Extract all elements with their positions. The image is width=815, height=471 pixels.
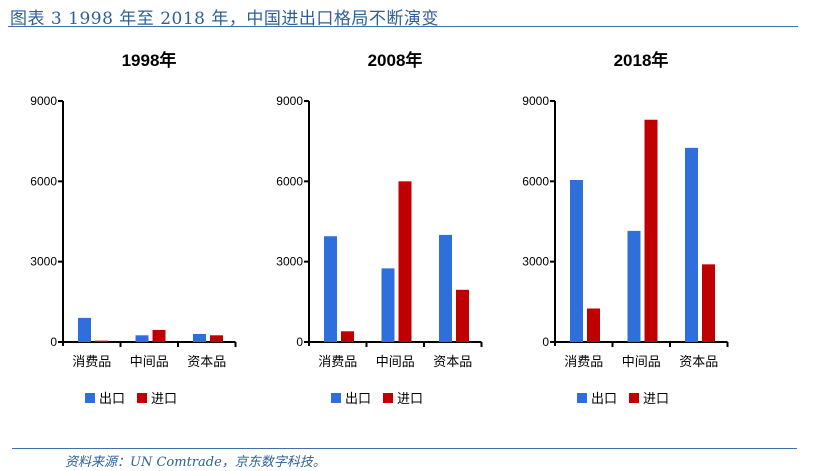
bar-export	[439, 234, 452, 342]
x-category-label: 中间品	[622, 355, 661, 370]
bar-import	[341, 331, 354, 342]
legend-swatch-import	[629, 393, 639, 403]
y-tick-label: 9000	[276, 94, 303, 108]
legend-label: 进口	[643, 392, 669, 407]
y-tick-label: 0	[296, 335, 303, 349]
bar-export	[685, 147, 698, 342]
y-tick-label: 9000	[30, 94, 57, 108]
y-tick-label: 3000	[276, 255, 303, 269]
y-tick-label: 6000	[30, 174, 57, 188]
bar-export	[324, 236, 337, 342]
bar-import	[95, 340, 108, 342]
x-category-label: 中间品	[130, 355, 169, 370]
bar-export	[570, 179, 583, 342]
legend-label: 出口	[345, 392, 371, 407]
y-tick-label: 6000	[276, 174, 303, 188]
legend-swatch-export	[331, 393, 341, 403]
x-category-label: 资本品	[187, 355, 226, 370]
bar-import	[210, 335, 223, 342]
bar-export	[135, 335, 149, 342]
bar-import	[587, 308, 600, 342]
x-category-label: 消费品	[564, 355, 603, 370]
bar-import	[644, 119, 658, 342]
legend-label: 出口	[99, 392, 125, 407]
source-divider	[12, 448, 797, 449]
bar-import	[456, 289, 469, 342]
legend-swatch-import	[383, 393, 393, 403]
bar-export	[381, 268, 395, 342]
title-divider	[8, 26, 798, 27]
figure-title: 图表 3 1998 年至 2018 年，中国进出口格局不断演变	[10, 9, 439, 29]
x-category-label: 消费品	[72, 355, 111, 370]
bar-export	[78, 317, 91, 342]
bar-import	[398, 181, 412, 342]
legend-label: 进口	[397, 392, 423, 407]
legend-label: 出口	[591, 392, 617, 407]
x-category-label: 中间品	[376, 355, 415, 370]
chart-title: 2018年	[614, 50, 669, 70]
y-tick-label: 0	[542, 335, 549, 349]
legend-swatch-export	[577, 393, 587, 403]
y-tick-label: 9000	[522, 94, 549, 108]
bar-import	[702, 264, 715, 342]
bar-export	[193, 333, 206, 342]
x-category-label: 消费品	[318, 355, 357, 370]
legend-swatch-export	[85, 393, 95, 403]
legend-label: 进口	[151, 392, 177, 407]
legend-swatch-import	[137, 393, 147, 403]
x-category-label: 资本品	[433, 355, 472, 370]
y-tick-label: 3000	[522, 255, 549, 269]
y-tick-label: 0	[50, 335, 57, 349]
source-note: 资料来源：UN Comtrade，京东数字科技。	[65, 455, 326, 470]
bar-import	[152, 329, 166, 342]
chart-title: 2008年	[368, 50, 423, 70]
y-tick-label: 3000	[30, 255, 57, 269]
y-tick-label: 6000	[522, 174, 549, 188]
bar-export	[627, 230, 641, 342]
chart-title: 1998年	[122, 50, 177, 70]
x-category-label: 资本品	[679, 355, 718, 370]
